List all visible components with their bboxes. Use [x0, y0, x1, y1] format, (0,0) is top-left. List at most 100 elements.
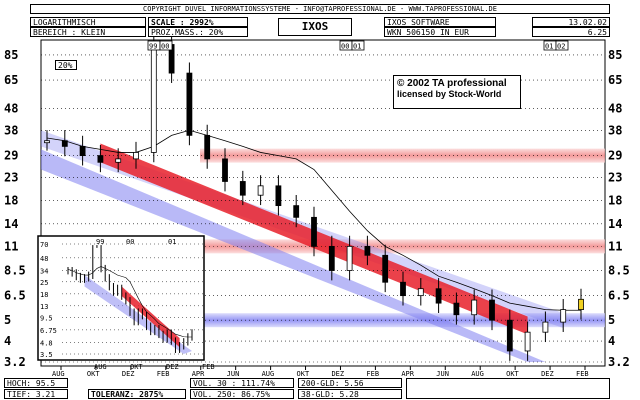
year-tag: 00: [161, 43, 169, 51]
candle-body: [542, 321, 549, 333]
candle-body: [115, 158, 122, 163]
inset-y-tick-label: 9.5: [40, 314, 53, 322]
y-tick-label-left: 65: [4, 73, 18, 87]
y-tick-label-right: 29: [608, 149, 622, 163]
x-tick-label: FEB: [157, 370, 170, 378]
y-tick-label-right: 8.5: [608, 264, 630, 278]
y-tick-label-right: 5: [608, 313, 615, 327]
pct-tag: 20%: [55, 60, 77, 70]
year-tag: 99: [149, 43, 157, 51]
gld200-label: 200-GLD: 5.56: [298, 378, 402, 388]
candle-body: [435, 288, 442, 304]
y-tick-label-left: 8.5: [4, 264, 26, 278]
inset-year-tag: 99: [96, 238, 104, 246]
x-tick-label: DEZ: [541, 370, 554, 378]
y-tick-label-left: 14: [4, 217, 18, 231]
candle-body: [293, 205, 300, 218]
candle-body: [222, 158, 228, 182]
candle-body: [239, 181, 246, 196]
candle-body: [186, 72, 193, 136]
company-label: IXOS SOFTWARE: [384, 17, 496, 27]
candle-body: [417, 288, 424, 297]
y-tick-label-left: 4: [4, 334, 11, 348]
y-tick-label-left: 6.5: [4, 289, 26, 303]
y-tick-label-left: 48: [4, 101, 18, 115]
candle-body: [346, 245, 353, 271]
y-tick-label-right: 18: [608, 193, 622, 207]
candle-body: [61, 140, 68, 147]
inset-y-tick-label: 4.8: [40, 339, 53, 347]
inset-year-tag: 00: [126, 238, 134, 246]
y-tick-label-right: 6.5: [608, 289, 630, 303]
year-tag-box: [159, 40, 173, 51]
y-tick-label-right: 85: [608, 48, 622, 62]
y-tick-label-left: 11: [4, 239, 18, 253]
hoch-label: HOCH: 95.5: [4, 378, 68, 388]
x-tick-label: AUG: [52, 370, 65, 378]
scale-type-label: LOGARITHMISCH: [30, 17, 146, 27]
candle-body: [275, 185, 282, 207]
x-tick-label: DEZ: [122, 370, 135, 378]
year-tag: 02: [557, 43, 565, 51]
inset-x-tick-label: AUG: [94, 363, 107, 371]
inset-y-tick-label: 70: [40, 241, 48, 249]
inset-y-tick-label: 18: [40, 291, 48, 299]
candle-body: [382, 254, 389, 283]
x-tick-label: OKT: [297, 370, 310, 378]
y-tick-label-left: 85: [4, 48, 18, 62]
y-tick-label-right: 23: [608, 170, 622, 184]
ticker-title: IXOS: [278, 18, 352, 36]
candle-body: [204, 134, 211, 160]
range-label: BEREICH : KLEIN: [30, 27, 146, 37]
candle-body: [578, 298, 584, 310]
x-tick-label: APR: [401, 370, 414, 378]
candle-body: [133, 152, 139, 160]
candle-body: [489, 299, 495, 321]
wkn-label: WKN 506150 IN EUR: [384, 27, 496, 37]
footer-blank-box: [406, 378, 610, 399]
candle-body: [506, 319, 513, 352]
x-tick-label: APR: [192, 370, 205, 378]
candle-body: [44, 140, 50, 144]
candle-body: [400, 281, 406, 297]
candle-body: [311, 216, 317, 247]
vol250-label: VOL. 250: 86.75%: [190, 389, 294, 399]
inset-x-tick-label: FEB: [202, 363, 215, 371]
y-tick-label-left: 23: [4, 170, 18, 184]
year-tag: 00: [341, 43, 349, 51]
channel-down-lower: [41, 149, 546, 362]
x-tick-label: OKT: [506, 370, 519, 378]
inset-x-tick-label: OKT: [130, 363, 143, 371]
year-tag-box: [555, 40, 569, 51]
candle-body: [328, 245, 335, 271]
y-tick-label-left: 3.2: [4, 355, 26, 369]
gld38-label: 38-GLD: 5.28: [298, 389, 402, 399]
candle-body: [150, 44, 157, 153]
inset-y-tick-label: 3.5: [40, 351, 53, 359]
candle-body: [453, 302, 460, 316]
inset-x-tick-label: DEZ: [166, 363, 179, 371]
inset-y-tick-label: 25: [40, 279, 48, 287]
y-tick-label-left: 5: [4, 313, 11, 327]
y-tick-label-left: 18: [4, 193, 18, 207]
x-tick-label: FEB: [576, 370, 589, 378]
candle-body: [257, 185, 264, 196]
year-tag: 01: [545, 43, 553, 51]
scale-label: SCALE : 2992%: [148, 17, 248, 27]
support-band: [200, 148, 605, 163]
y-tick-label-right: 4: [608, 334, 615, 348]
logo-line-2: licensed by Stock-World: [397, 89, 502, 99]
y-tick-label-right: 38: [608, 123, 622, 137]
proz-mass-label: PROZ.MASS.: 20%: [148, 27, 248, 37]
y-tick-label-right: 3.2: [608, 355, 630, 369]
inset-y-tick-label: 13: [40, 303, 48, 311]
ta-professional-logo: © 2002 TA professional licensed by Stock…: [393, 75, 521, 109]
x-tick-label: JUN: [227, 370, 240, 378]
y-tick-label-left: 29: [4, 149, 18, 163]
x-tick-label: DEZ: [331, 370, 344, 378]
y-tick-label-right: 14: [608, 217, 622, 231]
candle-body: [524, 331, 531, 352]
inset-trend-red: [121, 286, 180, 348]
x-tick-label: OKT: [87, 370, 100, 378]
tief-label: TIEF: 3.21: [4, 389, 68, 399]
